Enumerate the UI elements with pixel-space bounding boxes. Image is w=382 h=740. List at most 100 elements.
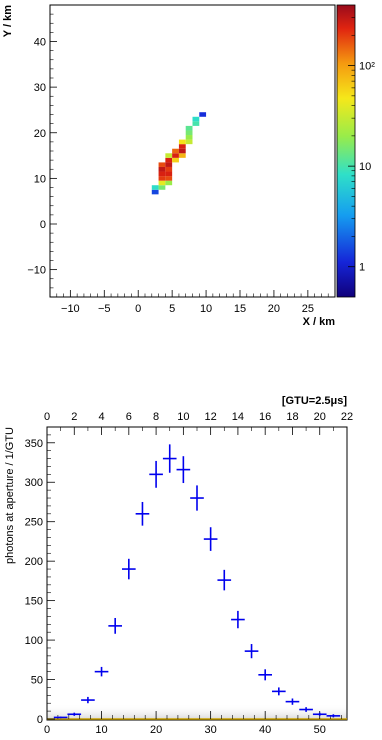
data-point (272, 687, 286, 696)
profile-top-tick-label: 0 (44, 411, 50, 423)
data-point (231, 610, 245, 629)
profile-y-axis-label: photons at aperture / 1/GTU (4, 427, 16, 564)
heatmap-cell (165, 176, 173, 181)
heatmap-cell (151, 189, 159, 195)
profile-top-tick-label: 14 (232, 411, 244, 423)
profile-y-tick-label: 300 (25, 477, 43, 489)
heatmap-cell (185, 130, 193, 136)
colorbar-tick-label: 10 (359, 161, 371, 173)
trace-heatmap-chart: −10 −5 0 5 10 15 20 25 −10 0 10 20 30 40 X / km Y / … (2, 4, 375, 328)
data-point (162, 444, 177, 473)
profile-x-tick-label: 10 (95, 724, 107, 736)
heatmap-cell (178, 148, 186, 154)
data-point (299, 707, 313, 712)
data-point (108, 617, 122, 634)
heatmap-x-tick-label: 15 (234, 303, 246, 315)
data-point (94, 666, 109, 677)
heatmap-cell (165, 157, 173, 163)
heatmap-x-tick-label: 20 (268, 303, 280, 315)
colorbar-ticks: 1 10 10² (348, 17, 375, 274)
heatmap-x-tick-label: 0 (135, 303, 141, 315)
heatmap-x-axis-label: X / km (303, 316, 336, 328)
heatmap-y-tick-label: 30 (34, 82, 46, 94)
heatmap-cell (192, 116, 200, 122)
heatmap-cell (158, 171, 166, 177)
profile-y-tick-label: 350 (25, 438, 43, 450)
profile-y-tick-label: 50 (31, 675, 43, 687)
data-point (122, 558, 136, 580)
heatmap-cell (185, 139, 193, 145)
photon-profile-chart: 0 10 20 30 40 50 0 2 4 6 8 10 12 14 16 18 20 22 0 50 100 15… (4, 395, 353, 736)
heatmap-y-tick-label: 10 (34, 173, 46, 185)
heatmap-y-ticks: −10 0 10 20 30 40 (27, 13, 57, 289)
data-point (326, 714, 341, 718)
profile-top-tick-label: 4 (98, 411, 104, 423)
profile-data-points (53, 444, 341, 719)
heatmap-x-ticks: −10 −5 0 5 10 15 20 25 (56, 290, 329, 315)
data-point (135, 501, 150, 526)
profile-x-ticks: 0 10 20 30 40 50 (44, 711, 342, 736)
profile-x-tick-label: 50 (314, 724, 326, 736)
profile-x-tick-label: 30 (205, 724, 217, 736)
heatmap-cell (165, 180, 173, 186)
profile-top-ticks: 0 2 4 6 8 10 12 14 16 18 20 22 (44, 411, 353, 435)
heatmap-cell (151, 185, 159, 190)
data-point (81, 696, 95, 704)
heatmap-cell (158, 162, 166, 167)
data-point (149, 460, 163, 488)
top-axis-label: [GTU=2.5μs] (282, 395, 347, 407)
heatmap-x-tick-label: 5 (169, 303, 175, 315)
heatmap-y-tick-label: 20 (34, 128, 46, 140)
heatmap-cell (178, 139, 186, 145)
heatmap-y-tick-label: −10 (27, 265, 46, 277)
heatmap-cell (165, 166, 173, 172)
data-point (217, 569, 232, 591)
heatmap-cell (172, 153, 179, 158)
data-point (258, 669, 272, 681)
profile-x-tick-label: 20 (150, 724, 162, 736)
heatmap-cell (158, 180, 166, 186)
heatmap-cell (185, 135, 193, 140)
heatmap-cell (158, 176, 166, 181)
heatmap-cell (158, 166, 166, 172)
profile-y-tick-label: 200 (25, 556, 43, 568)
colorbar (336, 4, 356, 298)
profile-top-tick-label: 8 (153, 411, 159, 423)
heatmap-cell (158, 185, 166, 190)
heatmap-cell (178, 153, 186, 158)
profile-y-tick-label: 150 (25, 596, 43, 608)
heatmap-frame (49, 4, 336, 298)
heatmap-x-tick-label: −10 (61, 303, 80, 315)
heatmap-x-tick-label: 25 (302, 303, 314, 315)
profile-y-tick-label: 0 (37, 714, 43, 726)
profile-x-tick-label: 40 (259, 724, 271, 736)
profile-frame (46, 426, 348, 721)
profile-y-tick-label: 250 (25, 517, 43, 529)
heatmap-x-tick-label: 10 (200, 303, 212, 315)
heatmap-cells (151, 112, 207, 195)
background-band (47, 704, 347, 720)
colorbar-tick-label: 10² (359, 61, 375, 73)
heatmap-cell (165, 162, 173, 167)
profile-top-tick-label: 20 (314, 411, 326, 423)
data-point (244, 644, 259, 659)
heatmap-cell (172, 157, 179, 163)
heatmap-cell (185, 125, 193, 131)
heatmap-cell (172, 148, 179, 154)
heatmap-x-tick-label: −5 (98, 303, 111, 315)
heatmap-y-axis-label: Y / km (2, 5, 14, 37)
data-point (285, 698, 300, 705)
profile-top-tick-label: 22 (341, 411, 353, 423)
profile-top-tick-label: 18 (286, 411, 298, 423)
profile-top-tick-label: 16 (259, 411, 271, 423)
heatmap-cell (199, 112, 207, 117)
profile-y-tick-label: 100 (25, 635, 43, 647)
data-point (176, 456, 191, 484)
data-point (312, 712, 327, 716)
profile-x-tick-label: 0 (44, 724, 50, 736)
data-point (53, 716, 68, 719)
data-point (67, 712, 82, 716)
profile-top-tick-label: 6 (126, 411, 132, 423)
data-point (203, 527, 218, 551)
heatmap-y-tick-label: 40 (34, 37, 46, 49)
